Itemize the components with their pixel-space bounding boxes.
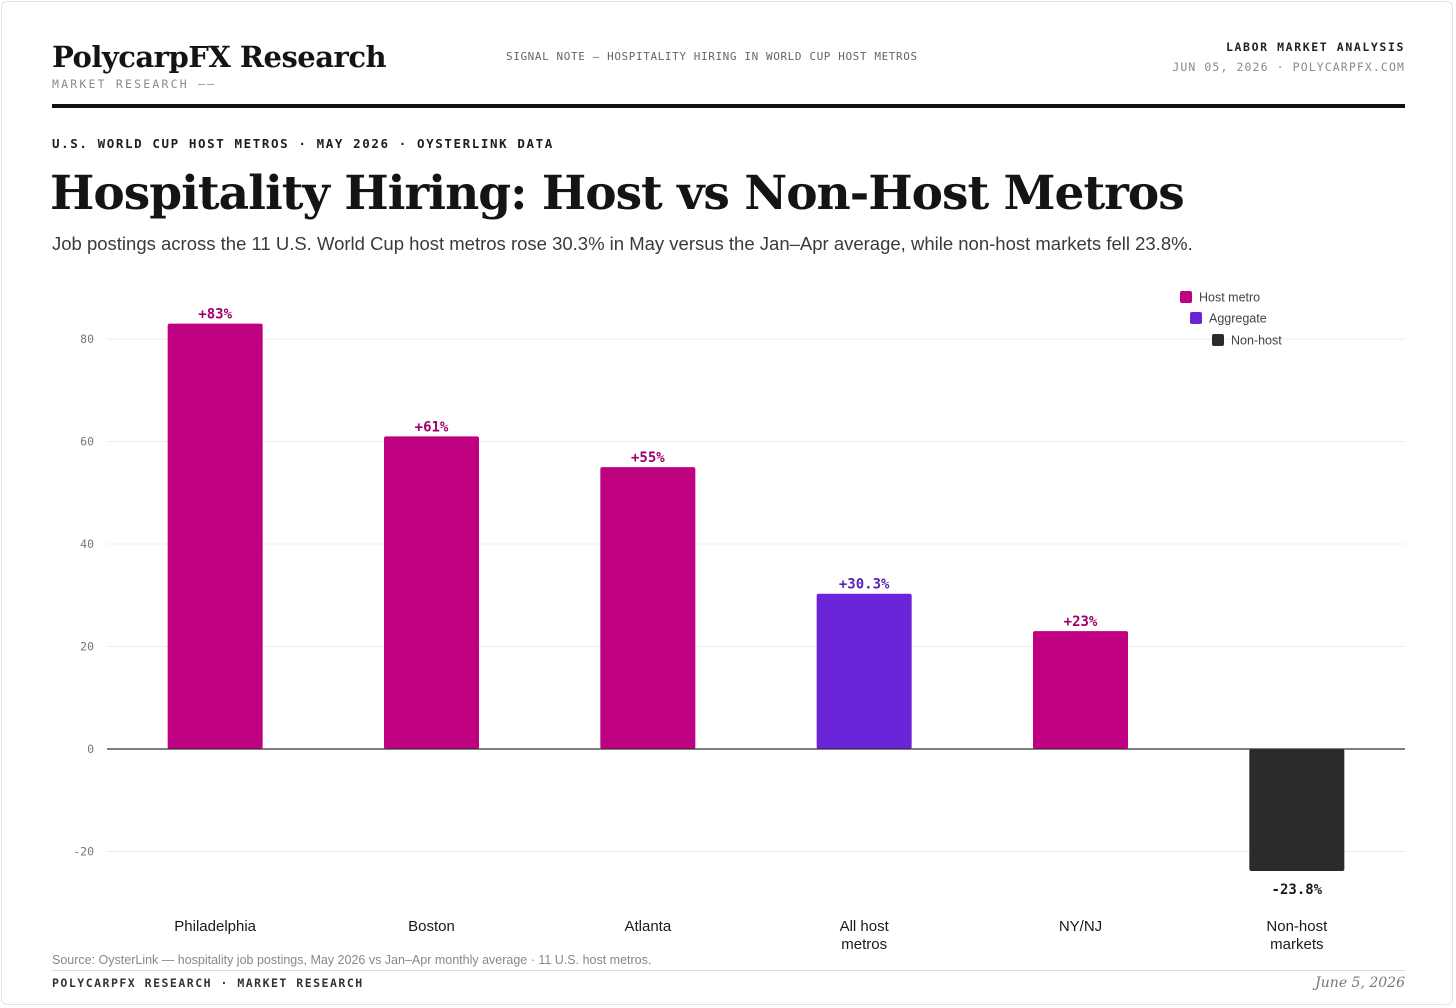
data-label: +30.3% [839, 577, 890, 593]
bar-host [600, 467, 696, 749]
bar-host [167, 323, 263, 749]
footer-brand: POLYCARPFX RESEARCH · MARKET RESEARCH [52, 976, 364, 990]
x-category-label: Philadelphia [174, 918, 256, 935]
legend-swatch [1190, 312, 1202, 324]
eyebrow: U.S. WORLD CUP HOST METROS · MAY 2026 · … [52, 136, 554, 151]
bar-host [384, 436, 479, 749]
source-note: Source: OysterLink — hospitality job pos… [52, 953, 652, 967]
x-category-label: markets [1270, 936, 1323, 953]
x-category-label: Boston [408, 918, 455, 935]
y-tick-label: 60 [80, 435, 94, 449]
y-tick-label: 0 [87, 742, 94, 756]
brand-subtitle: MARKET RESEARCH —— [52, 77, 217, 91]
x-category-label: metros [841, 936, 887, 953]
chart-subtitle: Job postings across the 11 U.S. World Cu… [52, 233, 1193, 254]
footer-date: June 5, 2026 [1315, 975, 1405, 991]
data-label: +23% [1064, 614, 1098, 630]
x-category-label: All host [840, 918, 890, 935]
y-tick-label: 80 [80, 332, 94, 346]
chart-title: Hospitality Hiring: Host vs Non-Host Met… [50, 166, 1185, 221]
data-label: +83% [198, 307, 232, 323]
bar-nonhost [1249, 749, 1345, 871]
x-category-label: Atlanta [624, 918, 671, 935]
data-label: +61% [415, 419, 449, 435]
bar-aggregate [816, 593, 912, 749]
legend-label: Aggregate [1209, 312, 1267, 326]
legend-swatch [1212, 334, 1224, 346]
section-label: LABOR MARKET ANALYSIS [1226, 40, 1405, 54]
legend-label: Host metro [1199, 291, 1260, 305]
date-site: JUN 05, 2026 · POLYCARPFX.COM [1172, 60, 1405, 74]
data-label: +55% [631, 450, 665, 466]
header-meta: LABOR MARKET ANALYSIS JUN 05, 2026 · POL… [1172, 40, 1405, 74]
y-tick-label: 20 [80, 640, 94, 654]
header-rule [52, 104, 1405, 108]
brand-title: PolycarpFX Research [52, 40, 387, 74]
bar-host [1033, 631, 1128, 749]
x-category-label: NY/NJ [1059, 918, 1102, 935]
signal-note: SIGNAL NOTE — HOSPITALITY HIRING IN WORL… [506, 50, 918, 63]
y-tick-label: -20 [73, 845, 94, 859]
data-label: -23.8% [1272, 882, 1323, 898]
legend-swatch [1180, 291, 1192, 303]
legend-label: Non-host [1231, 334, 1282, 348]
y-tick-label: 40 [80, 537, 94, 551]
footer-rule [52, 970, 1405, 971]
x-category-label: Non-host [1266, 918, 1328, 935]
